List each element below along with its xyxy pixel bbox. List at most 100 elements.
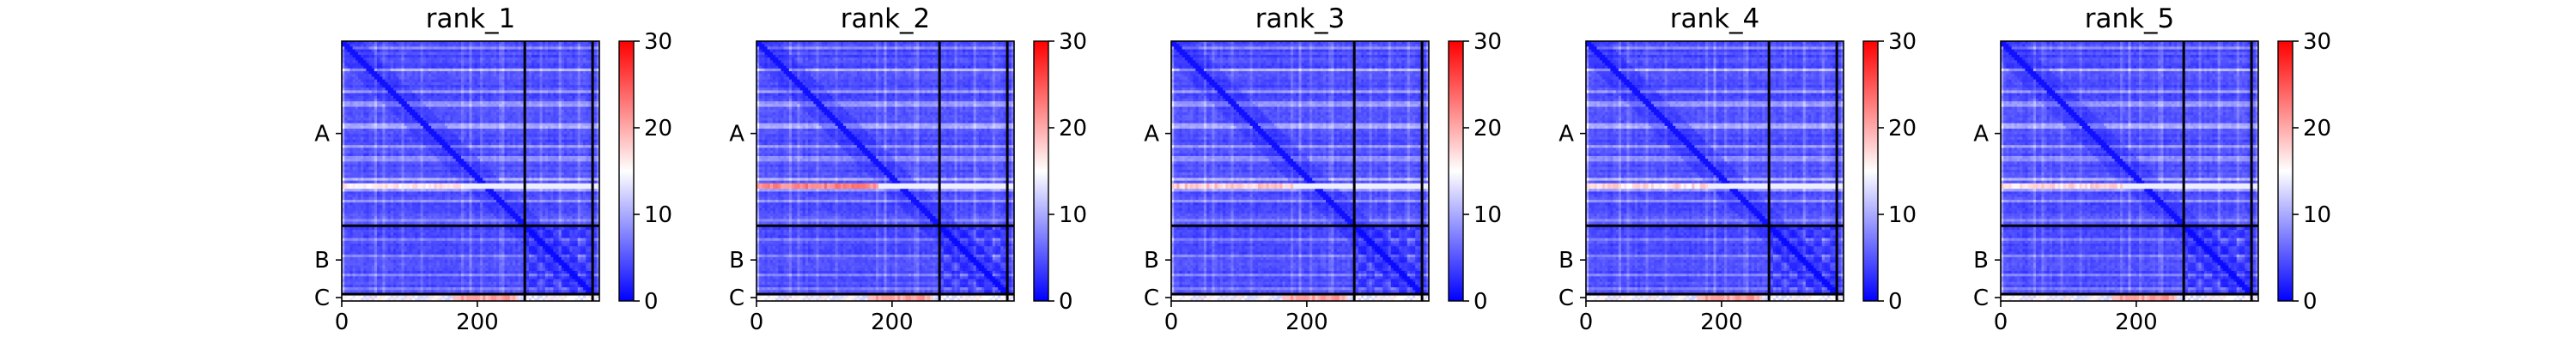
heatmap-cell xyxy=(540,120,544,123)
heatmap-cell xyxy=(386,87,389,91)
heatmap-cell xyxy=(423,76,427,80)
heatmap-cell xyxy=(421,107,424,111)
heatmap-cell xyxy=(588,71,592,75)
heatmap-cell xyxy=(380,85,383,88)
heatmap-cell xyxy=(410,85,413,88)
heatmap-cell xyxy=(347,107,350,111)
heatmap-cell xyxy=(575,46,579,50)
heatmap-cell xyxy=(404,126,408,129)
heatmap-cell xyxy=(393,85,397,88)
heatmap-cell xyxy=(491,71,495,75)
heatmap-cell xyxy=(567,44,570,47)
heatmap-cell xyxy=(461,93,465,97)
heatmap-cell xyxy=(567,90,570,93)
heatmap-cell xyxy=(588,60,592,63)
heatmap-cell xyxy=(469,50,472,53)
heatmap-cell xyxy=(453,85,456,88)
heatmap-cell xyxy=(485,87,489,91)
heatmap-cell xyxy=(564,66,568,69)
heatmap-cell xyxy=(475,50,478,53)
heatmap-cell xyxy=(442,120,446,123)
heatmap-cell xyxy=(398,55,402,58)
heatmap-cell xyxy=(480,52,483,56)
heatmap-cell xyxy=(499,85,502,88)
heatmap-cell xyxy=(567,117,570,121)
heatmap-cell xyxy=(548,57,551,61)
heatmap-cell xyxy=(401,117,404,121)
heatmap-cell xyxy=(447,80,451,83)
heatmap-cell xyxy=(578,117,581,121)
heatmap-cell xyxy=(504,74,507,77)
heatmap-cell xyxy=(372,66,375,69)
heatmap-cell xyxy=(428,117,432,121)
heatmap-cell xyxy=(445,69,448,72)
heatmap-cell xyxy=(456,120,459,123)
heatmap-cell xyxy=(489,96,492,99)
heatmap-cell xyxy=(434,101,437,105)
heatmap-cell xyxy=(398,99,402,102)
heatmap-cell xyxy=(407,123,410,127)
heatmap-cell xyxy=(344,69,348,72)
heatmap-cell xyxy=(532,107,535,111)
heatmap-cell xyxy=(358,55,361,58)
heatmap-cell xyxy=(537,60,540,63)
heatmap-cell xyxy=(434,107,437,111)
heatmap-cell xyxy=(575,104,579,107)
heatmap-cell xyxy=(540,82,544,86)
heatmap-cell xyxy=(431,80,434,83)
heatmap-cell xyxy=(377,90,380,93)
heatmap-cell xyxy=(347,63,350,67)
heatmap-cell xyxy=(445,107,448,111)
heatmap-cell xyxy=(396,71,399,75)
heatmap-cell xyxy=(537,46,540,50)
heatmap-cell xyxy=(507,46,511,50)
heatmap-cell xyxy=(510,93,513,97)
heatmap-cell xyxy=(588,110,592,113)
heatmap-cell xyxy=(344,63,348,67)
heatmap-cell xyxy=(447,123,451,127)
heatmap-cell xyxy=(417,101,421,105)
heatmap-cell xyxy=(426,44,429,47)
heatmap-cell xyxy=(407,44,410,47)
heatmap-cell xyxy=(504,82,507,86)
heatmap-cell xyxy=(550,87,554,91)
heatmap-cell xyxy=(421,80,424,83)
heatmap-cell xyxy=(567,120,570,123)
heatmap-cell xyxy=(374,104,378,107)
heatmap-cell xyxy=(510,46,513,50)
heatmap-cell xyxy=(515,99,519,102)
heatmap-cell xyxy=(515,104,519,107)
heatmap-cell xyxy=(588,69,592,72)
heatmap-cell xyxy=(434,117,437,121)
heatmap-cell xyxy=(559,74,562,77)
heatmap-cell xyxy=(415,123,418,127)
heatmap-cell xyxy=(572,69,575,72)
heatmap-cell xyxy=(417,123,421,127)
heatmap-cell xyxy=(572,52,575,56)
heatmap-cell xyxy=(532,46,535,50)
heatmap-cell xyxy=(556,44,559,47)
heatmap-cell xyxy=(469,69,472,72)
heatmap-cell xyxy=(372,120,375,123)
heatmap-cell xyxy=(412,123,416,127)
heatmap-cell xyxy=(431,63,434,67)
heatmap-cell xyxy=(504,117,507,121)
heatmap-cell xyxy=(421,71,424,75)
heatmap-cell xyxy=(526,107,530,111)
heatmap-cell xyxy=(423,126,427,129)
heatmap-cell xyxy=(453,115,456,118)
heatmap-cell xyxy=(464,57,467,61)
heatmap-cell xyxy=(553,115,556,118)
heatmap-cell xyxy=(475,90,478,93)
heatmap-cell xyxy=(562,85,565,88)
heatmap-cell xyxy=(469,55,472,58)
heatmap-cell xyxy=(450,82,453,86)
heatmap-cell xyxy=(537,115,540,118)
heatmap-cell xyxy=(366,117,369,121)
heatmap-cell xyxy=(377,52,380,56)
heatmap-cell xyxy=(417,107,421,111)
heatmap-cell xyxy=(491,80,495,83)
heatmap-cell xyxy=(377,82,380,86)
heatmap-cell xyxy=(575,44,579,47)
heatmap-cell xyxy=(440,93,443,97)
